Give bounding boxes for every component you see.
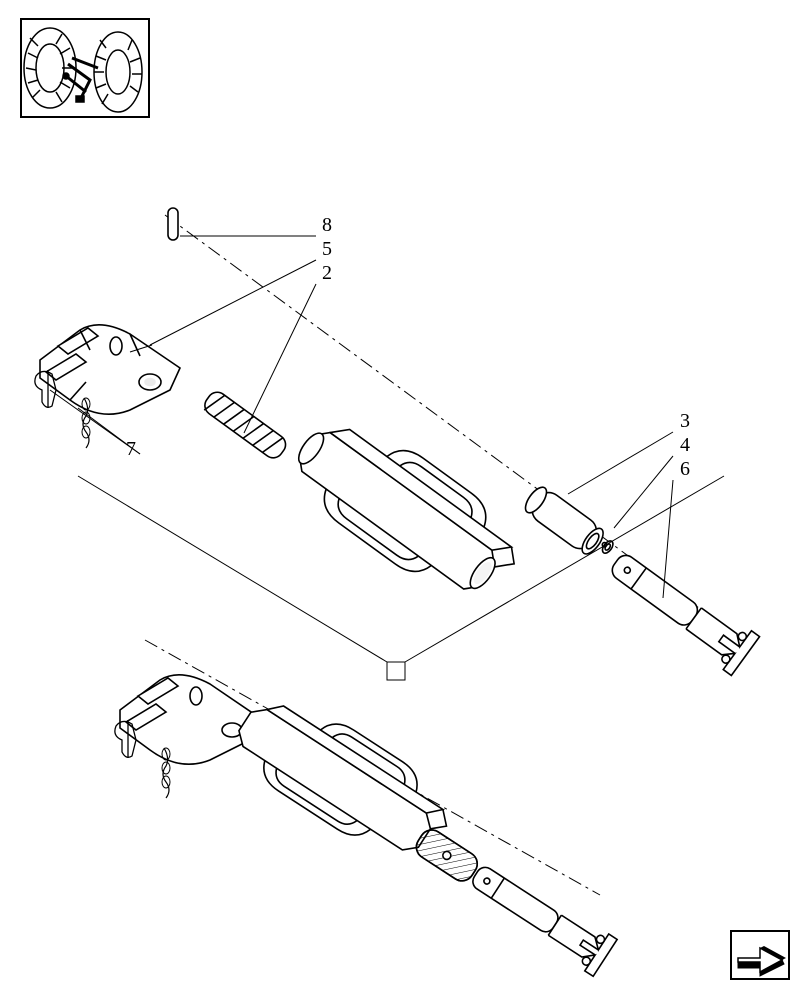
exploded-view-svg bbox=[0, 0, 812, 1000]
part-3-sleeve bbox=[521, 483, 608, 558]
part-5-clevis-head bbox=[40, 325, 180, 414]
callout-2: 2 bbox=[322, 262, 332, 285]
part-7-pin bbox=[168, 208, 178, 240]
turnbuckle-body bbox=[279, 397, 533, 621]
callout-5: 5 bbox=[322, 238, 332, 261]
part-2-threaded-rod bbox=[201, 388, 290, 461]
callout-4: 4 bbox=[680, 434, 690, 457]
technical-diagram: 8 5 2 3 4 6 7 bbox=[0, 0, 812, 1000]
callout-8: 7 bbox=[126, 438, 136, 461]
assembled-tie-rod bbox=[115, 675, 617, 976]
callout-6: 6 bbox=[680, 458, 690, 481]
callout-3: 3 bbox=[680, 410, 690, 433]
callout-7: 8 bbox=[322, 214, 332, 237]
part-6-fork-end bbox=[602, 543, 760, 676]
